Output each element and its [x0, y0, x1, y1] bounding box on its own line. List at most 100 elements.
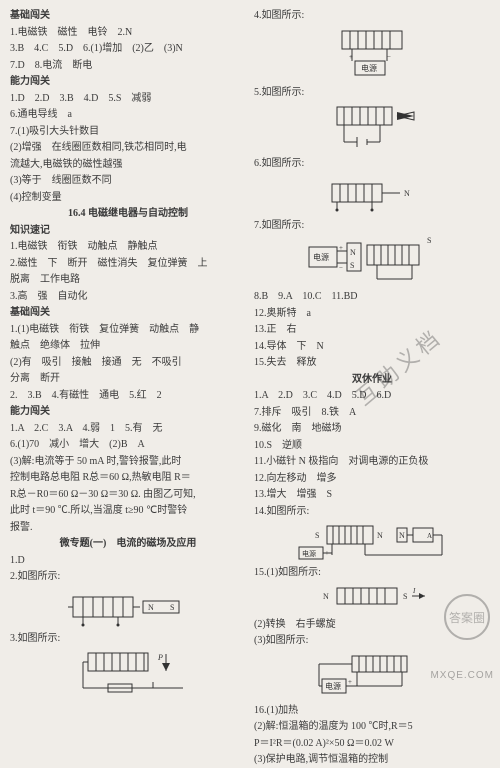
svg-text:S: S — [427, 236, 431, 245]
svg-text:N: N — [404, 189, 410, 198]
svg-text:S: S — [403, 592, 407, 601]
section-header: 基础闯关 — [10, 8, 246, 24]
answer-line: (2)转换 右手螺旋 — [254, 617, 490, 633]
svg-text:N: N — [377, 531, 383, 540]
section-header: 知识速记 — [10, 223, 246, 239]
answer-line: 2. 3.B 4.有磁性 通电 5.红 2 — [10, 388, 246, 404]
section-header: 能力闯关 — [10, 404, 246, 420]
answer-line: 流越大,电磁铁的磁性越强 — [10, 157, 246, 173]
answer-line: 4.如图所示: — [254, 8, 490, 24]
svg-text:A: A — [427, 532, 432, 540]
answer-line: 触点 绝缘体 拉伸 — [10, 338, 246, 354]
homework-header: 双休作业 — [254, 372, 490, 388]
figure-4: 电源 + − — [254, 26, 490, 81]
svg-text:+: + — [339, 244, 343, 252]
answer-line: R总－R0＝60 Ω－30 Ω＝30 Ω. 由图乙可知, — [10, 487, 246, 503]
answer-line: 13.增大 增强 S — [254, 487, 490, 503]
svg-text:电源: 电源 — [313, 252, 329, 262]
answer-line: (4)控制变量 — [10, 190, 246, 206]
answer-line: 报警. — [10, 520, 246, 536]
double-coil-diagram-icon: S N N A 电源 + — [297, 521, 447, 561]
answer-line: 9.磁化 南 地磁场 — [254, 421, 490, 437]
svg-text:N: N — [350, 248, 356, 257]
answer-line: 此时 t＝90 ℃.所以,当温度 t≥90 ℃时警铃 — [10, 503, 246, 519]
answer-line: (3)解:电流等于 50 mA 时,警铃报警,此时 — [10, 454, 246, 470]
answer-line: 14.如图所示: — [254, 504, 490, 520]
answer-line: 脱离 工作电路 — [10, 272, 246, 288]
section-header: 基础闯关 — [10, 305, 246, 321]
svg-text:S: S — [315, 531, 319, 540]
figure-7: 电源 N S S + − — [254, 235, 490, 285]
left-column: 基础闯关 1.电磁铁 磁性 电铃 2.N 3.B 4.C 5.D 6.(1)增加… — [6, 8, 250, 697]
answer-line: 1.电磁铁 衔铁 动触点 静触点 — [10, 239, 246, 255]
watermark-url: MXQE.COM — [430, 670, 494, 681]
answer-line: (3)等于 线圈匝数不同 — [10, 173, 246, 189]
chapter-header: 16.4 电磁继电器与自动控制 — [10, 206, 246, 222]
coil-magnet-diagram-icon: N S — [68, 587, 188, 627]
figure-15-1: N S I — [254, 583, 490, 613]
answer-line: 6.(1)70 减小 增大 (2)B A — [10, 437, 246, 453]
figure-3: P — [10, 648, 246, 698]
answer-line: 6.如图所示: — [254, 156, 490, 172]
right-column: 4.如图所示: 电源 + − 5.如图所示: — [250, 8, 494, 697]
answer-line: 2.如图所示: — [10, 569, 246, 585]
answer-line: 分离 断开 — [10, 371, 246, 387]
answer-line: 1.A 2.C 3.A 4.弱 1 5.有 无 — [10, 421, 246, 437]
section-header: 能力闯关 — [10, 74, 246, 90]
answer-line: (3)保护电路,调节恒温箱的控制 — [254, 752, 490, 768]
answer-line: 6.通电导线 a — [10, 107, 246, 123]
answer-line: (2)增强 在线圈匝数相同,铁芯相同时,电 — [10, 140, 246, 156]
answer-line: 控制电路总电阻 R总＝60 Ω,热敏电阻 R＝ — [10, 470, 246, 486]
figure-14: S N N A 电源 + — [254, 521, 490, 561]
answer-line: 7.如图所示: — [254, 218, 490, 234]
svg-text:−: − — [387, 53, 391, 61]
svg-text:I: I — [412, 587, 416, 595]
figure-2: N S — [10, 587, 246, 627]
answer-line: 7.(1)吸引大头针数目 — [10, 124, 246, 140]
answer-line: 3.如图所示: — [10, 631, 246, 647]
answer-line: 5.如图所示: — [254, 85, 490, 101]
answer-line: 7.排斥 吸引 8.铁 A — [254, 405, 490, 421]
svg-text:电源: 电源 — [361, 63, 377, 73]
answer-line: 3.B 4.C 5.D 6.(1)增加 (2)乙 (3)N — [10, 41, 246, 57]
answer-line: 14.导体 下 N — [254, 339, 490, 355]
answer-line: 1.(1)电磁铁 衔铁 复位弹簧 动触点 静 — [10, 322, 246, 338]
svg-text:N: N — [148, 603, 154, 612]
svg-text:电源: 电源 — [325, 681, 341, 691]
solenoid-current-diagram-icon: N S I — [317, 583, 427, 613]
answer-line: 2.磁性 下 断开 磁性消失 复位弹簧 上 — [10, 256, 246, 272]
answer-line: 8.B 9.A 10.C 11.BD — [254, 289, 490, 305]
coil-pole-diagram-icon: N — [322, 174, 422, 214]
answer-line: P＝I²R＝(0.02 A)²×50 Ω＝0.02 W — [254, 736, 490, 752]
answer-line: 13.正 右 — [254, 322, 490, 338]
svg-text:S: S — [350, 261, 354, 270]
answer-line: 1.A 2.D 3.C 4.D 5.D 6.D — [254, 388, 490, 404]
svg-text:−: − — [339, 264, 343, 272]
answer-line: (2)解:恒温箱的温度为 100 ℃时,R＝5 — [254, 719, 490, 735]
answer-line: 1.D — [10, 553, 246, 569]
solenoid-circuit-diagram-icon: 电源 + — [317, 651, 427, 699]
svg-text:+: + — [349, 53, 353, 61]
svg-text:+: + — [348, 678, 352, 686]
answer-line: 1.D 2.D 3.B 4.D 5.S 减弱 — [10, 91, 246, 107]
figure-6: N — [254, 174, 490, 214]
svg-text:N: N — [399, 531, 405, 540]
svg-text:N: N — [323, 592, 329, 601]
answer-line: 7.D 8.电流 断电 — [10, 58, 246, 74]
svg-text:P: P — [157, 653, 163, 662]
answer-line: 10.S 逆顺 — [254, 438, 490, 454]
svg-text:电源: 电源 — [302, 549, 316, 558]
solenoid-slider-diagram-icon: P — [68, 648, 188, 698]
source-relay-diagram-icon: 电源 N S S + − — [307, 235, 437, 285]
answer-line: 3.高 强 自动化 — [10, 289, 246, 305]
solenoid-source-diagram-icon: 电源 + − — [327, 26, 417, 81]
answer-line: 15.失去 释放 — [254, 355, 490, 371]
answer-line: 11.小磁针 N 极指向 对调电源的正负极 — [254, 454, 490, 470]
answer-line: 1.电磁铁 磁性 电铃 2.N — [10, 25, 246, 41]
figure-5 — [254, 102, 490, 152]
answer-line: (3)如图所示: — [254, 633, 490, 649]
answer-line: 12.向左移动 增多 — [254, 471, 490, 487]
topic-header: 微专题(一) 电流的磁场及应用 — [10, 536, 246, 552]
answer-line: 12.奥斯特 a — [254, 306, 490, 322]
page-container: 基础闯关 1.电磁铁 磁性 电铃 2.N 3.B 4.C 5.D 6.(1)增加… — [0, 0, 500, 705]
